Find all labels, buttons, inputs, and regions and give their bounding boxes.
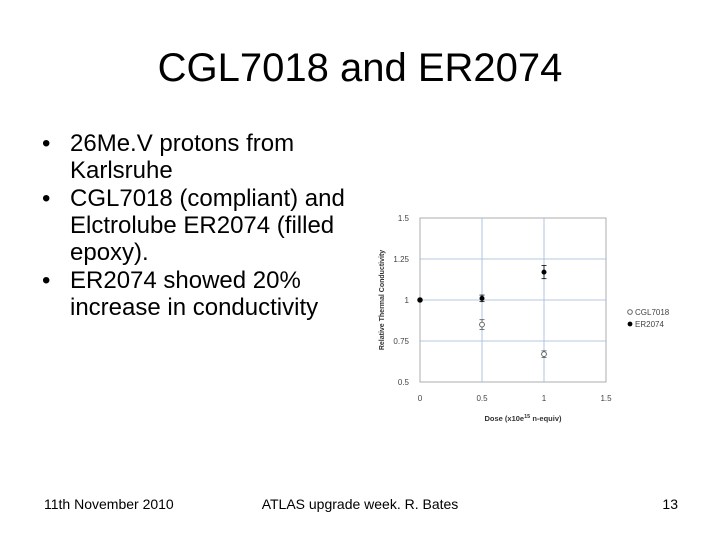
- er2074-legend-marker: [627, 321, 633, 327]
- x-tick-label: 1.5: [600, 394, 612, 403]
- er2074-legend-label: ER2074: [635, 320, 664, 329]
- er2074-point: [479, 295, 485, 301]
- y-axis-label: Relative Thermal Conductivity: [379, 250, 386, 350]
- x-tick-label: 1: [542, 394, 547, 403]
- cgl7018-point: [541, 351, 547, 357]
- x-tick-label: 0: [418, 394, 423, 403]
- conductivity-chart: 0 0.5 1 1.5 0.5 0.75 1 1.25 1.5 Dose (x10e15 n-eq…: [379, 214, 670, 423]
- page-number: 13: [662, 496, 678, 512]
- x-axis-label: Dose (x10e15 n-equiv): [485, 414, 562, 423]
- er2074-point: [541, 269, 547, 275]
- cgl7018-point: [479, 321, 485, 328]
- y-tick-label: 0.75: [393, 337, 409, 346]
- bullet-text: 26Me.V protons from Karlsruhe: [70, 130, 295, 184]
- bullet-dot-icon: •: [42, 130, 51, 157]
- x-tick-label: 0.5: [476, 394, 488, 403]
- footer-date: 11th November 2010: [44, 496, 174, 512]
- bullet-text: CGL7018 (compliant) and Elctrolube ER207…: [70, 185, 345, 266]
- cgl7018-legend-label: CGL7018: [635, 308, 670, 317]
- y-tick-label: 0.5: [398, 378, 410, 387]
- y-tick-label: 1: [405, 296, 410, 305]
- bullet-dot-icon: •: [42, 185, 51, 212]
- bullet-text: ER2074 showed 20% increase in conductivi…: [70, 267, 319, 321]
- bullet-dot-icon: •: [42, 267, 51, 294]
- bullet-item: • ER2074 showed 20% increase in conductiv…: [40, 267, 370, 321]
- er2074-point: [417, 297, 423, 303]
- cgl7018-legend-marker: [627, 309, 633, 315]
- y-tick-label: 1.5: [398, 214, 410, 223]
- bullet-item: • CGL7018 (compliant) and Elctrolube ER20…: [40, 185, 370, 266]
- footer-presenter: ATLAS upgrade week. R. Bates: [261, 496, 459, 512]
- bullet-item: • 26Me.V protons from Karlsruhe: [40, 130, 370, 184]
- slide-title: CGL7018 and ER2074: [157, 46, 563, 90]
- bullet-list: • 26Me.V protons from Karlsruhe • CGL7018 …: [40, 130, 370, 322]
- y-tick-label: 1.25: [393, 255, 409, 264]
